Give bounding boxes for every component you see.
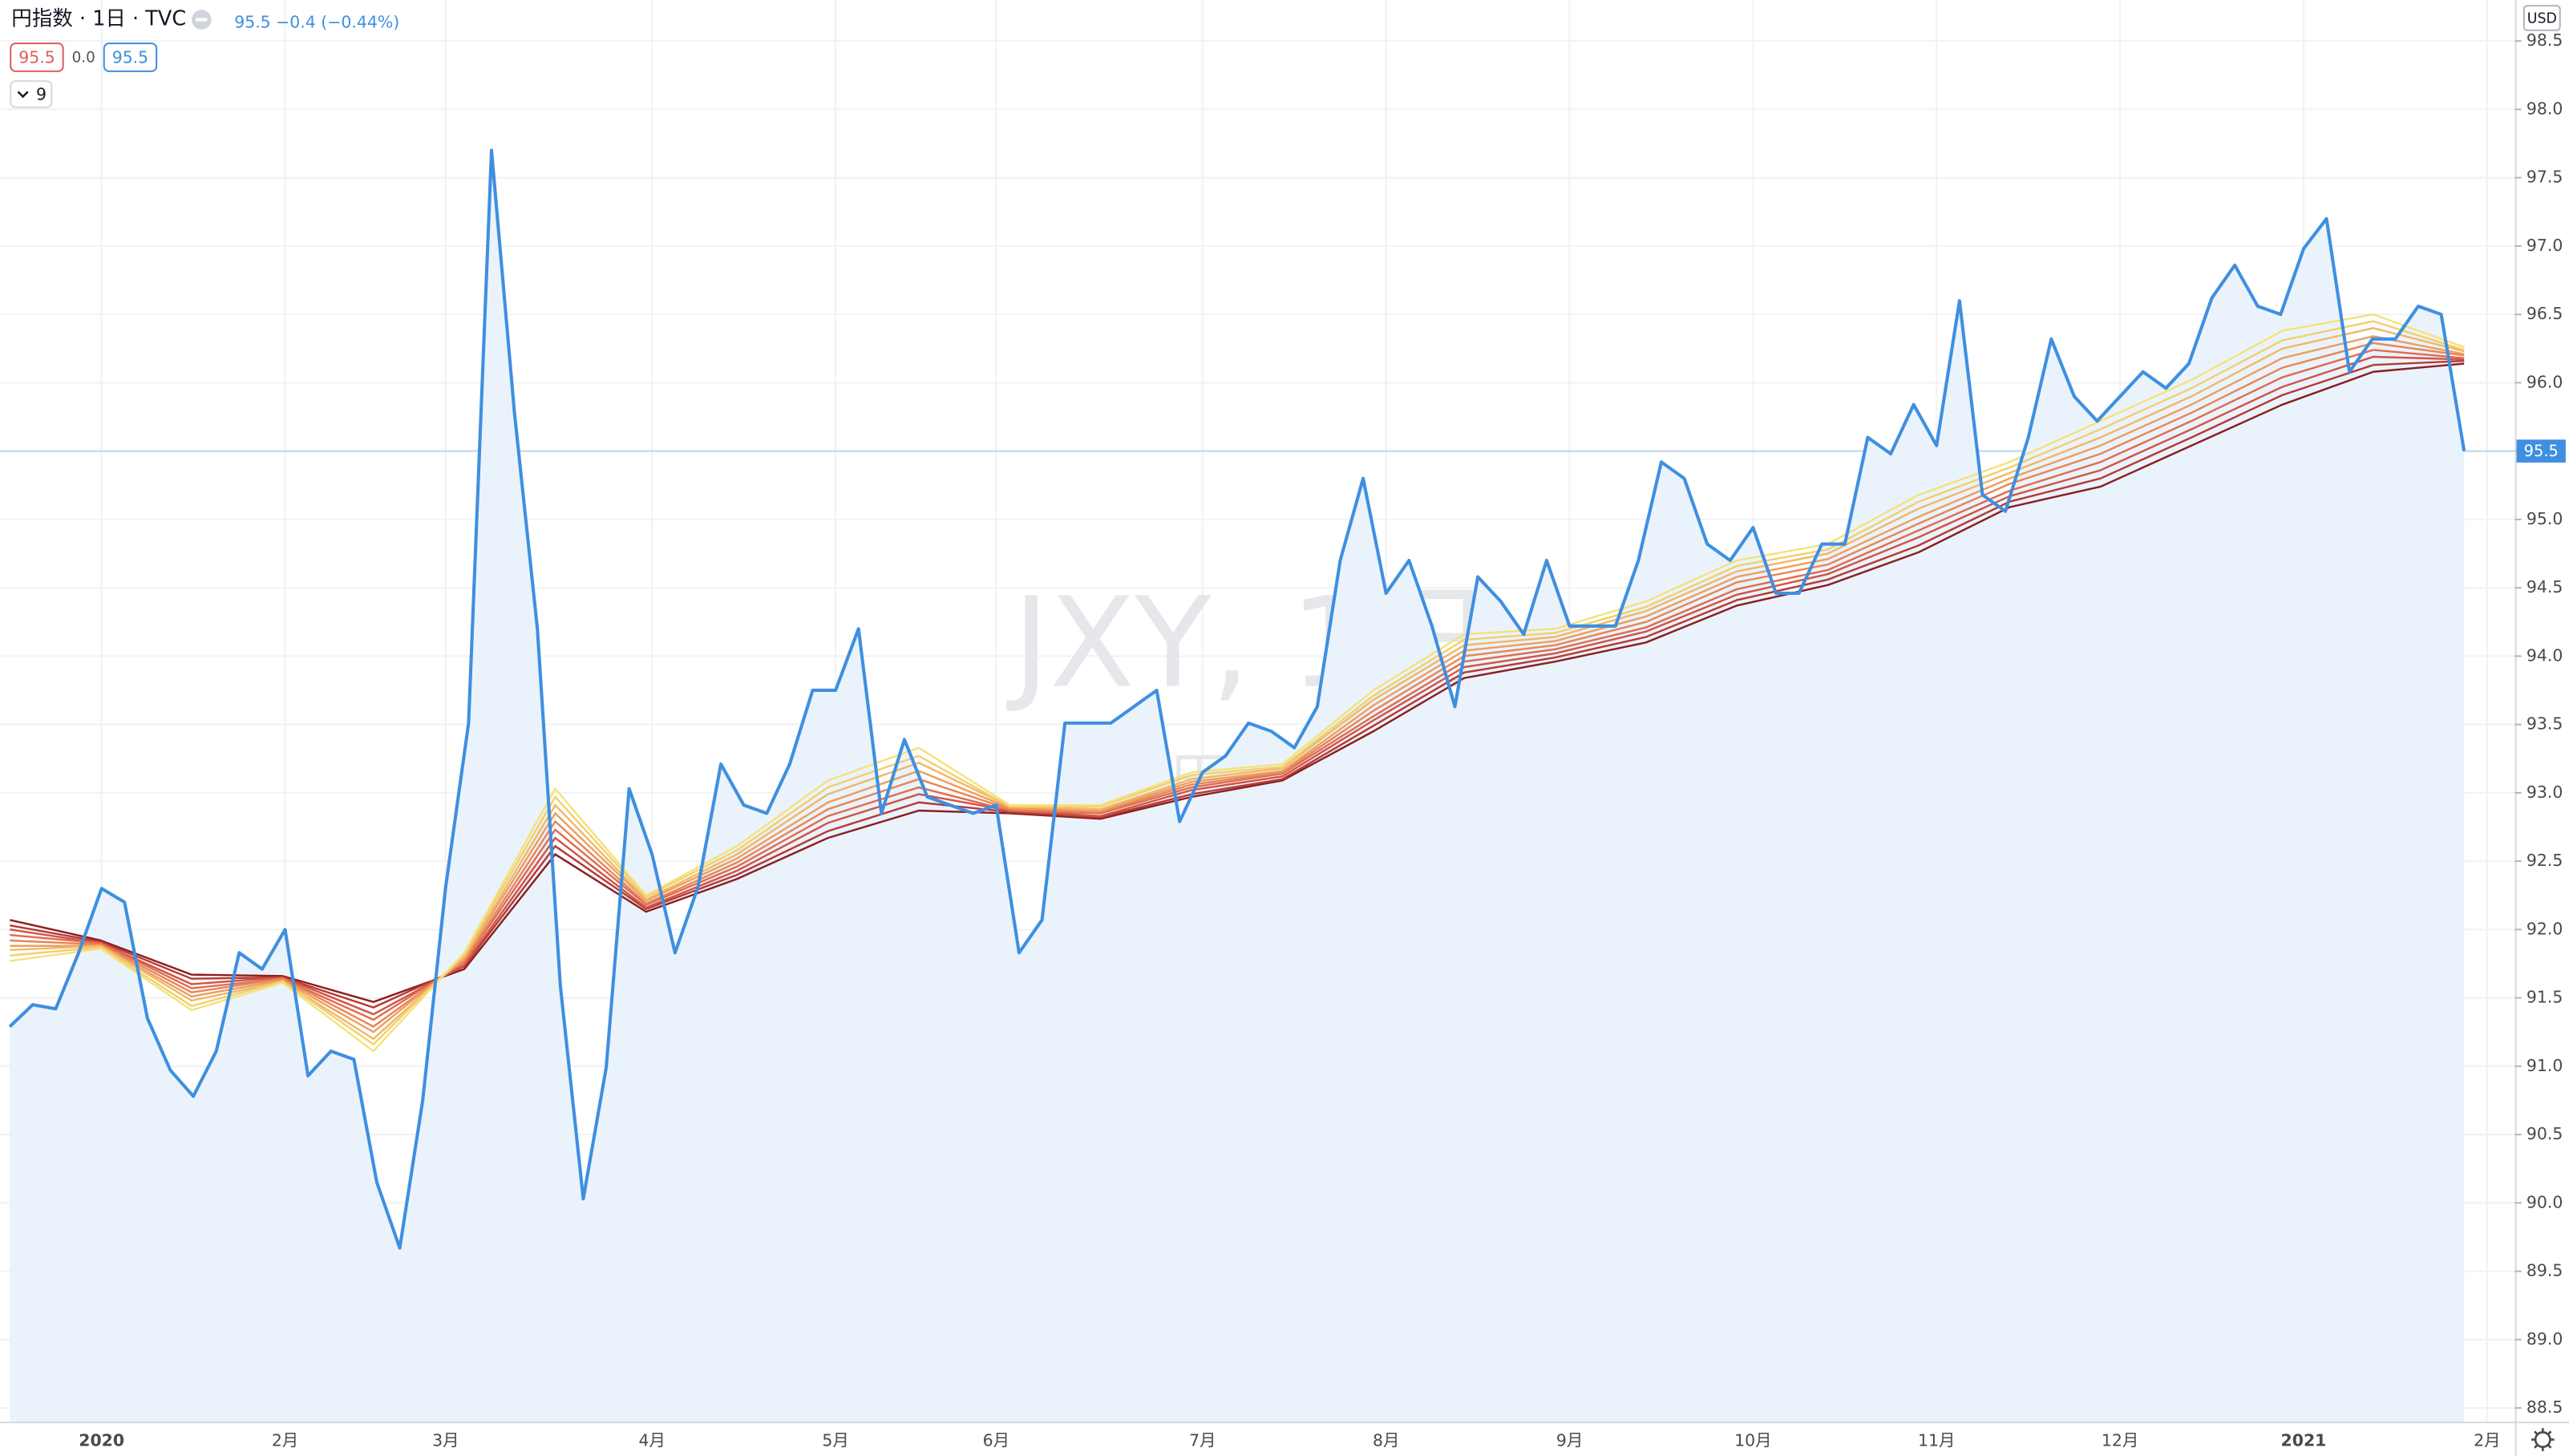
x-tick-label: 3月 xyxy=(432,1431,459,1450)
ma-line xyxy=(10,355,2465,1016)
y-tick-label: 93.0 xyxy=(2527,783,2563,802)
gear-teeth xyxy=(2531,1428,2555,1451)
status-dot-minus xyxy=(196,18,208,22)
y-tick-label: 95.0 xyxy=(2527,509,2563,528)
ma-line xyxy=(10,313,2465,1053)
x-tick-label: 2020 xyxy=(79,1431,124,1450)
gear-ring xyxy=(2534,1431,2551,1449)
settings-icon[interactable] xyxy=(2531,1428,2555,1451)
last-price-text: 95.5 xyxy=(2524,442,2559,460)
y-tick-label: 98.0 xyxy=(2527,99,2563,118)
y-tick-label: 97.0 xyxy=(2527,236,2563,255)
ma-line xyxy=(9,362,2465,1003)
badge-low-text: 95.5 xyxy=(18,48,55,67)
y-tick-label: 88.5 xyxy=(2527,1397,2563,1417)
last-price-tag xyxy=(2516,439,2566,463)
currency-box[interactable] xyxy=(2522,5,2561,31)
badge-mid-text: 0.0 xyxy=(72,50,95,67)
badge-high[interactable] xyxy=(103,42,158,72)
ma-line xyxy=(10,320,2465,1046)
y-tick-label: 91.5 xyxy=(2527,988,2563,1007)
indicator-count: 9 xyxy=(36,84,47,103)
y-tick-label: 93.5 xyxy=(2527,714,2563,734)
y-tick-label: 94.5 xyxy=(2527,577,2563,597)
price-label-layer: 95.5 xyxy=(2516,439,2566,463)
chevron-icon xyxy=(17,91,29,99)
indicator-toggle[interactable] xyxy=(10,80,53,108)
y-tick-label: 98.5 xyxy=(2527,30,2563,50)
y-tick-label: 92.5 xyxy=(2527,851,2563,870)
x-tick-label: 7月 xyxy=(1189,1431,1216,1450)
currency-label: USD xyxy=(2527,10,2557,26)
x-tick-label: 4月 xyxy=(639,1431,666,1450)
y-tick-label: 96.0 xyxy=(2527,372,2563,391)
y-tick-label: 94.0 xyxy=(2527,645,2563,665)
x-tick-label: 2月 xyxy=(2474,1431,2500,1450)
ma-line xyxy=(10,342,2465,1028)
x-tick-label: 5月 xyxy=(822,1431,848,1450)
x-tick-label: 2021 xyxy=(2281,1431,2327,1450)
y-tick-label: 97.5 xyxy=(2527,168,2563,187)
quote-text: 95.5 −0.4 (−0.44%) xyxy=(234,13,399,32)
badge-low[interactable] xyxy=(10,42,64,72)
ma-line xyxy=(10,349,2465,1021)
y-tick-label: 91.0 xyxy=(2527,1056,2563,1075)
y-tick-label: 90.5 xyxy=(2527,1124,2563,1143)
badge-high-text: 95.5 xyxy=(112,48,148,67)
y-tick-label: 96.5 xyxy=(2527,304,2563,323)
x-tick-label: 12月 xyxy=(2102,1431,2138,1450)
x-tick-label: 2月 xyxy=(272,1431,298,1450)
y-tick-label: 90.0 xyxy=(2527,1192,2563,1211)
y-tick-label: 89.0 xyxy=(2527,1329,2563,1349)
ma-line xyxy=(10,359,2465,1009)
plot-layer xyxy=(8,148,2466,1422)
x-tick-label: 9月 xyxy=(1556,1431,1583,1450)
price-line xyxy=(8,148,2466,1250)
y-tick-label: 89.5 xyxy=(2527,1261,2563,1280)
x-tick-label: 8月 xyxy=(1373,1431,1399,1450)
x-tick-label: 10月 xyxy=(1734,1431,1771,1450)
x-tick-label: 6月 xyxy=(983,1431,1009,1450)
x-tick-label: 11月 xyxy=(1918,1431,1955,1450)
symbol-title: 円指数 · 1日 · TVC xyxy=(11,7,186,31)
y-tick-label: 92.0 xyxy=(2527,919,2563,938)
ma-line xyxy=(10,335,2465,1033)
